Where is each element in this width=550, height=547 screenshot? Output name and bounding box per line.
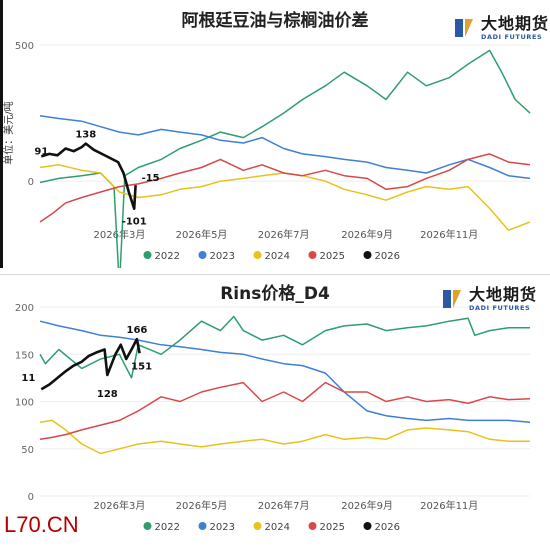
legend-marker[interactable]	[253, 522, 262, 530]
y-tick-label: 0	[28, 492, 34, 503]
data-annotation: -15	[142, 173, 160, 184]
chart-panel-top: 阿根廷豆油与棕榈油价差 大地期货 DADI FUTURES 0 500 2026年3…	[0, 0, 550, 289]
data-annotation: 151	[131, 361, 152, 372]
legend-label[interactable]: 2023	[210, 522, 235, 533]
series-line-2026	[40, 142, 137, 210]
data-annotation: 128	[97, 389, 118, 400]
series-line-2025	[39, 153, 531, 223]
data-annotation: 91	[34, 146, 48, 157]
data-annotation: -101	[122, 217, 147, 228]
x-tick-label: 2026年5月	[176, 228, 228, 241]
x-tick-label: 2026年3月	[94, 228, 146, 241]
y-tick-label: 200	[15, 303, 34, 314]
chart-panel-bottom: Rins价格_D4 大地期货 DADI FUTURES 0 50 100 150 200…	[0, 274, 550, 543]
y-tick-label: 50	[21, 445, 34, 456]
x-tick-label: 2026年11月	[420, 499, 478, 512]
legend-marker[interactable]	[308, 522, 317, 530]
x-tick-label: 2026年11月	[420, 228, 478, 241]
legend-label[interactable]: 2024	[265, 522, 290, 533]
line-chart-rins: 0 50 100 150 200 2026年3月 2026年5月 2026年7月 2026年9月…	[15, 303, 531, 533]
data-annotation: 138	[75, 130, 96, 141]
legend-marker[interactable]	[198, 522, 207, 530]
legend-label[interactable]: 2026	[375, 251, 400, 262]
y-tick-label: 0	[28, 177, 34, 188]
legend-label[interactable]: 2026	[375, 522, 400, 533]
y-tick-label: 500	[15, 41, 34, 52]
series-line-2022	[39, 315, 530, 379]
x-tick-label: 2026年9月	[341, 228, 393, 241]
series-line-2025	[39, 381, 531, 441]
data-annotation: 11	[21, 373, 35, 384]
legend-label[interactable]: 2024	[265, 251, 290, 262]
x-tick-label: 2026年9月	[341, 499, 393, 512]
line-chart-spread: 0 500 2026年3月 2026年5月 2026年7月 2026年9月 2026年11月…	[2, 41, 531, 289]
x-tick-label: 2026年3月	[94, 499, 146, 512]
company-logo: 大地期货 DADI FUTURES	[452, 16, 549, 41]
data-annotation: 166	[126, 325, 147, 336]
legend-marker[interactable]	[308, 251, 317, 259]
legend-label[interactable]: 2025	[320, 522, 345, 533]
chart-title: 阿根廷豆油与棕榈油价差	[181, 11, 369, 31]
legend-label[interactable]: 2023	[210, 251, 235, 262]
logo-text-cn: 大地期货	[481, 14, 550, 33]
legend-label[interactable]: 2022	[155, 522, 180, 533]
logo-mark-icon	[455, 19, 473, 38]
series-line-2022	[39, 49, 531, 289]
legend-label[interactable]: 2022	[155, 251, 180, 262]
legend-marker[interactable]	[198, 251, 207, 259]
x-tick-label: 2026年7月	[258, 499, 310, 512]
logo-text-en: DADI FUTURES	[469, 304, 531, 312]
legend-label[interactable]: 2025	[320, 251, 345, 262]
legend-marker[interactable]	[363, 251, 372, 259]
series-line-2024	[39, 419, 530, 455]
legend-marker[interactable]	[363, 522, 372, 530]
logo-mark-icon	[443, 290, 461, 309]
series-line-2024	[39, 164, 531, 231]
legend-marker[interactable]	[143, 251, 152, 259]
legend-marker[interactable]	[253, 251, 262, 259]
y-axis-label: 单位：美元/吨	[2, 101, 15, 164]
series-line-2023	[39, 115, 531, 180]
watermark-text: L70.CN	[4, 512, 79, 537]
x-tick-label: 2026年7月	[258, 228, 310, 241]
series-line-2023	[39, 320, 531, 424]
y-tick-label: 150	[15, 350, 34, 361]
legend-marker[interactable]	[143, 522, 152, 530]
x-tick-label: 2026年5月	[176, 499, 228, 512]
chart-title: Rins价格_D4	[220, 284, 330, 304]
left-edge-bar	[0, 0, 3, 268]
company-logo: 大地期货 DADI FUTURES	[440, 287, 537, 312]
logo-text-cn: 大地期货	[469, 285, 538, 304]
logo-text-en: DADI FUTURES	[481, 33, 543, 41]
y-tick-label: 100	[15, 398, 34, 409]
series-line-2026	[40, 337, 141, 391]
panel-divider	[0, 270, 550, 274]
